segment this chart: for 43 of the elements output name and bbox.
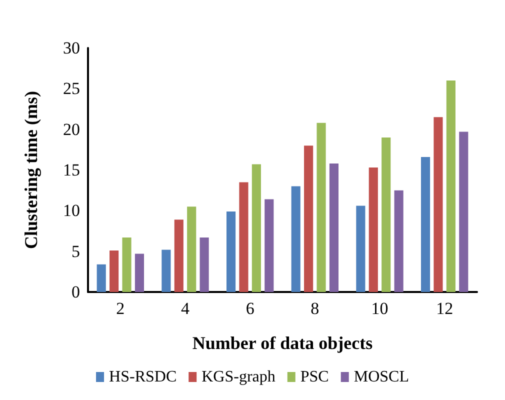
bar — [252, 164, 261, 292]
bar — [187, 206, 196, 292]
legend-label: KGS-graph — [202, 368, 276, 386]
bar — [368, 168, 378, 292]
bar — [264, 199, 274, 292]
bar — [420, 156, 430, 292]
legend-label: MOSCL — [354, 368, 409, 386]
bar — [174, 220, 184, 292]
bar — [329, 163, 339, 292]
x-tick-label: 6 — [246, 299, 254, 318]
y-tick-label: 15 — [63, 160, 80, 180]
x-tick-label: 8 — [310, 299, 320, 318]
y-axis-title: Clustering time (ms) — [21, 91, 41, 249]
x-tick-label: 4 — [181, 299, 190, 318]
bar — [226, 211, 236, 292]
bar — [446, 80, 456, 292]
bar — [304, 146, 314, 292]
legend-label: PSC — [300, 368, 329, 386]
x-tick-label: 12 — [436, 299, 454, 318]
legend-label: HS-RSDC — [109, 368, 177, 386]
y-tick-label: 0 — [72, 282, 80, 302]
bar — [122, 238, 132, 292]
y-tick-label: 30 — [63, 38, 80, 58]
bar — [316, 122, 326, 292]
y-tick-label: 5 — [72, 242, 80, 261]
bar — [239, 182, 248, 292]
bar — [110, 250, 119, 292]
bar — [96, 264, 106, 292]
y-tick-label: 10 — [63, 201, 80, 220]
bar — [291, 186, 300, 292]
x-axis-title: Number of data objects — [192, 333, 373, 353]
bar — [200, 238, 209, 292]
x-tick-label: 10 — [371, 299, 388, 318]
bar — [134, 254, 144, 292]
bar — [459, 132, 468, 292]
bar — [434, 117, 443, 292]
y-tick-label: 20 — [63, 120, 80, 139]
bar — [162, 250, 171, 292]
y-tick-label: 25 — [63, 79, 80, 98]
x-tick-label: 2 — [116, 299, 125, 318]
bar — [394, 190, 404, 292]
bar — [356, 206, 366, 292]
bar — [382, 137, 391, 292]
